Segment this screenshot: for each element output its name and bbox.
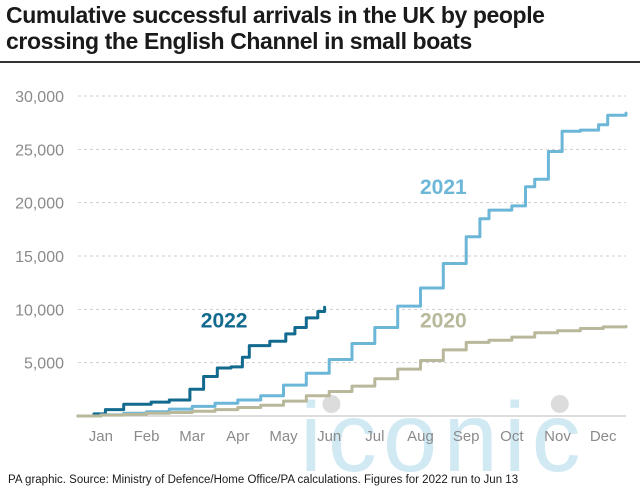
line-chart: iconic 5,000 10,000 15,000 20,000 25,000 30,0… bbox=[15, 89, 628, 474]
watermark-dot bbox=[322, 395, 341, 413]
x-tick-label: Jan bbox=[89, 428, 113, 445]
x-tick-label: Mar bbox=[179, 428, 205, 445]
x-tick-label: Feb bbox=[134, 428, 160, 445]
y-tick-label: 20,000 bbox=[15, 196, 64, 213]
x-tick-label: Dec bbox=[590, 428, 617, 445]
x-tick-label: May bbox=[269, 428, 298, 445]
y-tick-label: 5,000 bbox=[24, 356, 64, 373]
series-label-2022: 2022 bbox=[201, 309, 248, 332]
x-tick-label: Apr bbox=[226, 428, 249, 445]
x-tick-label: Oct bbox=[500, 428, 524, 445]
x-axis-labels: Jan Feb Mar Apr May Jun Jul Aug Sep Oct Nov Dec bbox=[89, 428, 617, 445]
y-tick-label: 25,000 bbox=[15, 142, 64, 159]
watermark-text: iconic bbox=[300, 382, 587, 474]
x-tick-label: Sep bbox=[453, 428, 480, 445]
series-labels: 2022 2021 2020 bbox=[201, 176, 467, 332]
x-tick-label: Jun bbox=[317, 428, 341, 445]
y-tick-label: 30,000 bbox=[15, 89, 64, 106]
y-axis-labels: 5,000 10,000 15,000 20,000 25,000 30,000 bbox=[15, 89, 64, 373]
series-label-2021: 2021 bbox=[420, 176, 467, 199]
source-note: PA graphic. Source: Ministry of Defence/… bbox=[8, 474, 519, 486]
y-tick-label: 15,000 bbox=[15, 249, 64, 266]
series-line-2021 bbox=[76, 111, 628, 418]
series-line-2020 bbox=[76, 324, 628, 418]
watermark: iconic bbox=[300, 382, 587, 474]
series-label-2020: 2020 bbox=[420, 309, 467, 332]
chart-title: Cumulative successful arrivals in the UK… bbox=[6, 2, 545, 54]
x-tick-label: Jul bbox=[365, 428, 384, 445]
watermark-dot bbox=[550, 395, 569, 413]
x-tick-label: Nov bbox=[544, 428, 571, 445]
y-tick-label: 10,000 bbox=[15, 302, 64, 319]
x-tick-label: Aug bbox=[407, 428, 434, 445]
gridlines bbox=[78, 95, 626, 417]
series-lines bbox=[76, 111, 628, 418]
series-line-2022 bbox=[76, 305, 327, 418]
title-divider bbox=[0, 61, 640, 63]
